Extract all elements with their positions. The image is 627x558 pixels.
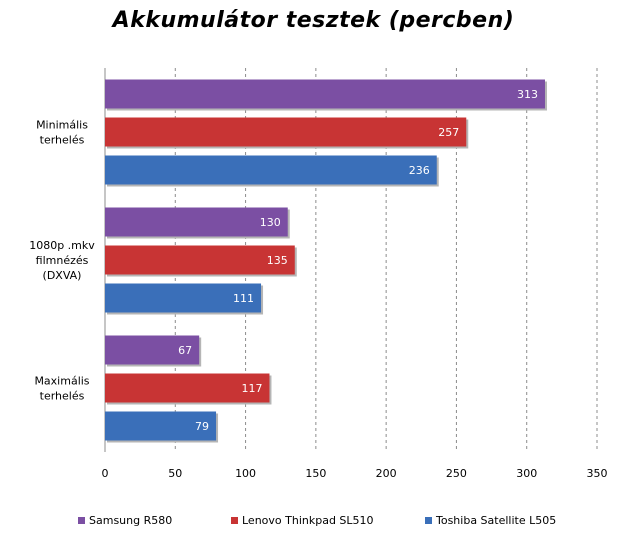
x-tick-label: 200 xyxy=(376,467,397,480)
legend-swatch xyxy=(78,517,85,524)
category-label: 1080p .mkv filmnézés (DXVA) xyxy=(29,239,95,282)
x-tick-label: 250 xyxy=(446,467,467,480)
bar-value-label: 79 xyxy=(195,420,209,433)
bar-value-label: 257 xyxy=(438,126,459,139)
legend-label: Samsung R580 xyxy=(89,514,173,527)
category-label: Maximális terhelés xyxy=(34,375,89,403)
legend-swatch xyxy=(425,517,432,524)
bar-value-label: 117 xyxy=(241,382,262,395)
legend-label: Toshiba Satellite L505 xyxy=(436,514,557,527)
x-tick-label: 350 xyxy=(587,467,608,480)
bars: 313 257 236 130 135 111 67 117 79 xyxy=(105,79,547,443)
bar-value-label: 130 xyxy=(260,216,281,229)
bar-value-label: 135 xyxy=(267,254,288,267)
x-tick-label: 0 xyxy=(102,467,109,480)
bar-value-label: 111 xyxy=(233,292,254,305)
bar xyxy=(105,117,467,147)
chart-title: Akkumulátor tesztek (percben) xyxy=(112,8,515,33)
legend-item: Samsung R580 xyxy=(78,514,172,527)
legend-label: Lenovo Thinkpad SL510 xyxy=(242,514,374,527)
bar xyxy=(105,283,262,313)
x-tick-label: 50 xyxy=(168,467,182,480)
x-tick-label: 100 xyxy=(235,467,256,480)
bar-value-label: 236 xyxy=(409,164,430,177)
bar xyxy=(105,411,217,441)
bar xyxy=(105,245,295,275)
category-label: Minimális terhelés xyxy=(36,119,88,147)
category-labels: Minimális terhelés 1080p .mkv filmnézés (DXV… xyxy=(29,119,95,403)
x-axis: 0 50 100 150 200 250 300 350 xyxy=(102,467,608,480)
legend-item: Toshiba Satellite L505 xyxy=(425,514,556,527)
legend-swatch xyxy=(231,517,238,524)
bar xyxy=(105,335,200,365)
x-tick-label: 300 xyxy=(516,467,537,480)
bar xyxy=(105,207,288,237)
legend-item: Lenovo Thinkpad SL510 xyxy=(231,514,374,527)
bar xyxy=(105,373,270,403)
bar-value-label: 67 xyxy=(178,344,192,357)
x-tick-label: 150 xyxy=(305,467,326,480)
legend: Samsung R580 Lenovo Thinkpad SL510 Toshiba… xyxy=(0,514,627,534)
bar-value-label: 313 xyxy=(517,88,538,101)
bar xyxy=(105,79,545,109)
bar xyxy=(105,155,437,185)
